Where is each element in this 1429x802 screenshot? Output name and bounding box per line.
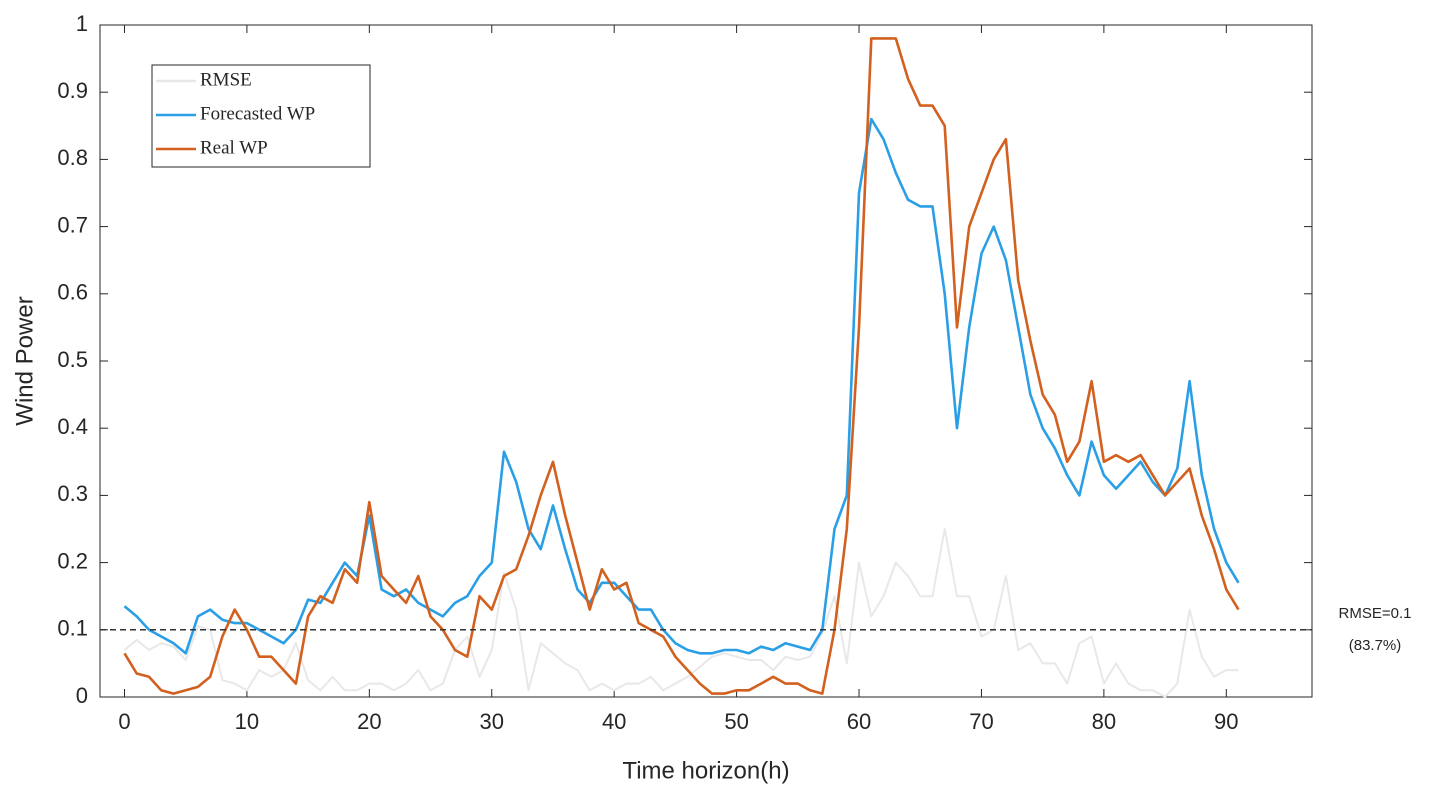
x-tick-label: 20: [357, 709, 381, 734]
reference-label: (83.7%): [1349, 637, 1402, 654]
y-axis-label: Wind Power: [11, 296, 38, 425]
y-tick-label: 0.6: [57, 280, 88, 305]
y-tick-label: 0.8: [57, 145, 88, 170]
x-tick-label: 80: [1092, 709, 1116, 734]
y-tick-label: 0.2: [57, 548, 88, 573]
legend-label: Forecasted WP: [200, 103, 315, 124]
series-line: [123, 528, 1239, 698]
y-tick-label: 0.9: [57, 78, 88, 103]
legend-label: RMSE: [200, 69, 252, 90]
series-line: [123, 117, 1240, 655]
x-tick-label: 30: [480, 709, 504, 734]
x-tick-label: 10: [235, 709, 259, 734]
x-tick-label: 50: [724, 709, 748, 734]
y-tick-label: 0.5: [57, 347, 88, 372]
y-tick-label: 0.3: [57, 481, 88, 506]
legend-label: Real WP: [200, 137, 268, 158]
y-tick-label: 0.7: [57, 212, 88, 237]
x-tick-label: 90: [1214, 709, 1238, 734]
x-tick-label: 60: [847, 709, 871, 734]
x-tick-label: 70: [969, 709, 993, 734]
y-tick-label: 1: [76, 11, 88, 36]
y-tick-label: 0.4: [57, 414, 88, 439]
x-tick-label: 0: [118, 709, 130, 734]
series-line: [123, 37, 1240, 695]
x-tick-label: 40: [602, 709, 626, 734]
y-tick-label: 0.1: [57, 616, 88, 641]
y-tick-label: 0: [76, 683, 88, 708]
reference-label: RMSE=0.1: [1339, 605, 1412, 622]
x-axis-label: Time horizon(h): [622, 757, 789, 784]
